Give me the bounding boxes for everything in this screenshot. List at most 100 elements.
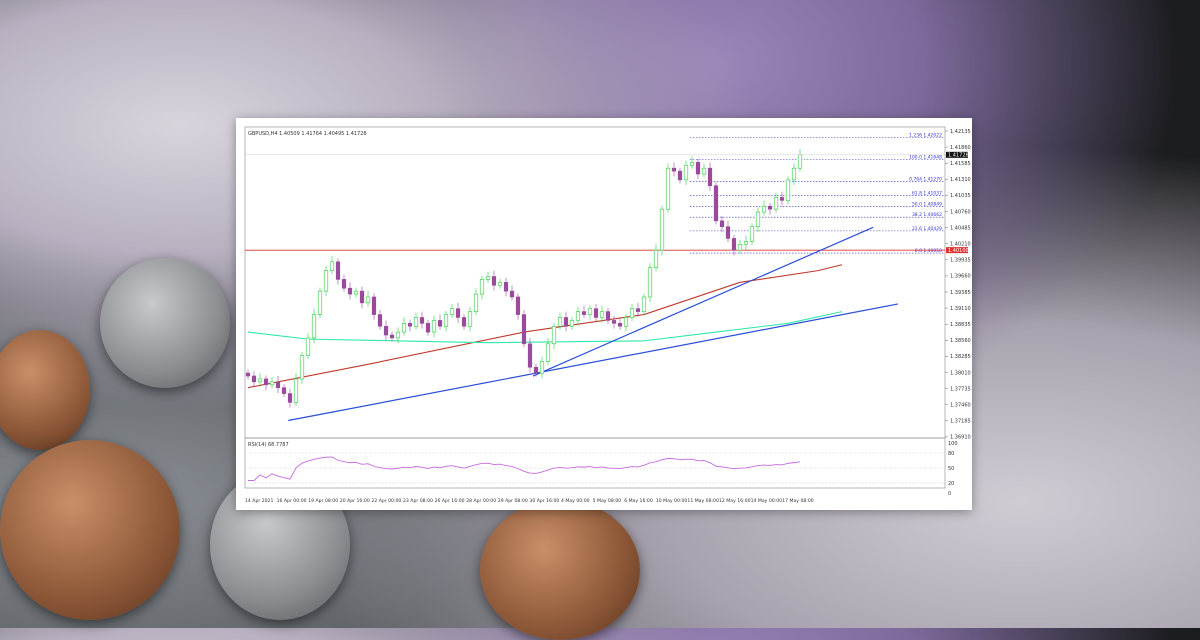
candle-body — [287, 393, 293, 403]
x-tick-label: 5 May 08:00 — [593, 498, 622, 504]
candle-body — [269, 381, 275, 386]
candle-body — [305, 337, 311, 356]
candle-body — [245, 372, 251, 377]
fib-level-label: 23.6 1.40429 — [912, 226, 942, 232]
candle-body — [275, 381, 281, 389]
candle-body — [695, 162, 701, 175]
fib-level-label: 61.8 1.41037 — [912, 190, 942, 196]
chart-header: GBPUSD,H4 1.40509 1.41764 1.40495 1.4172… — [248, 131, 367, 137]
candle-body — [263, 378, 269, 386]
y-tick-label: 1.40760 — [950, 209, 971, 215]
candle-body — [779, 197, 785, 201]
x-tick-label: 23 Apr 08:00 — [403, 498, 433, 504]
candle-body — [683, 164, 689, 181]
candle-body — [479, 279, 485, 295]
rsi-tick-label: 20 — [948, 481, 954, 487]
y-tick-label: 1.39660 — [950, 274, 971, 280]
y-tick-label: 1.42135 — [950, 129, 971, 135]
candle-body — [749, 226, 755, 242]
candle-body — [425, 323, 431, 333]
y-tick-label: 1.37460 — [950, 403, 971, 409]
y-tick-label: 1.38285 — [950, 354, 971, 360]
rsi-line — [248, 456, 801, 481]
candle-body — [461, 317, 467, 327]
candle-body — [761, 205, 767, 213]
candle-body — [713, 185, 719, 222]
candle-body — [533, 366, 539, 374]
candle-body — [347, 287, 353, 295]
candle-body — [767, 205, 773, 210]
candle-body — [755, 211, 761, 228]
candle-body — [329, 261, 335, 271]
candle-body — [521, 314, 527, 345]
current-price-label: 1.41728 — [948, 153, 969, 159]
candle-body — [623, 317, 629, 327]
x-tick-label: 14 Apr 2021 — [245, 498, 273, 504]
candle-body — [797, 154, 803, 169]
x-tick-label: 26 Apr 16:00 — [435, 498, 465, 504]
candle-body — [341, 279, 347, 289]
x-tick-label: 22 Apr 00:00 — [371, 498, 401, 504]
candle-body — [401, 323, 407, 333]
candle-body — [503, 282, 509, 292]
y-tick-label: 1.40210 — [950, 242, 971, 248]
rsi-tick-label: 50 — [948, 466, 954, 472]
candle-body — [743, 241, 749, 245]
candle-body — [575, 311, 581, 321]
fib-level-label: 1.236 1.42022 — [909, 133, 942, 139]
rsi-plot-frame — [244, 437, 946, 489]
candle-body — [647, 267, 653, 298]
candle-body — [653, 249, 659, 269]
candle-body — [431, 320, 437, 333]
candle-body — [299, 355, 305, 380]
candle-body — [251, 375, 257, 383]
candle-body — [659, 208, 665, 251]
x-tick-label: 16 Apr 00:00 — [277, 498, 307, 504]
moving-average-line — [247, 311, 843, 344]
background-coin — [480, 500, 640, 640]
fib-level-label: 50.0 1.40849 — [912, 201, 942, 207]
candle-body — [635, 308, 641, 312]
candle-body — [515, 296, 521, 315]
current-price-box — [946, 151, 968, 158]
rsi-label: RSI(14) 68.7787 — [248, 442, 289, 448]
trendline — [288, 303, 898, 422]
y-tick-label: 1.38010 — [950, 370, 971, 376]
y-tick-label: 1.41585 — [950, 161, 971, 167]
candle-body — [455, 308, 461, 318]
y-tick-label: 1.41035 — [950, 193, 971, 199]
candle-body — [551, 325, 557, 345]
candle-body — [257, 378, 263, 383]
candle-body — [359, 290, 365, 304]
x-tick-label: 30 Apr 16:00 — [529, 498, 559, 504]
x-tick-label: 10 May 00:00 — [656, 498, 688, 504]
candle-body — [701, 167, 707, 175]
candle-body — [737, 243, 743, 251]
candle-body — [293, 378, 299, 403]
candle-body — [563, 317, 569, 327]
candle-body — [407, 323, 413, 327]
candle-body — [491, 276, 497, 286]
candle-body — [593, 308, 599, 318]
y-tick-label: 1.39385 — [950, 290, 971, 296]
candle-body — [773, 197, 779, 210]
y-tick-label: 1.41310 — [950, 177, 971, 183]
candle-body — [473, 293, 479, 312]
x-tick-label: 19 Apr 08:00 — [308, 498, 338, 504]
candle-body — [509, 290, 515, 298]
candle-body — [389, 334, 395, 339]
candle-body — [725, 226, 731, 239]
candle-body — [311, 314, 317, 339]
candle-body — [707, 167, 713, 187]
fib-level-label: 0.764 1.41270 — [909, 177, 942, 183]
candle-body — [335, 261, 341, 280]
candle-body — [539, 361, 545, 374]
candle-body — [419, 317, 425, 324]
candle-body — [353, 290, 359, 295]
background-coin — [0, 330, 90, 450]
x-tick-label: 28 Apr 00:00 — [466, 498, 496, 504]
y-tick-label: 1.39935 — [950, 258, 971, 264]
candle-body — [527, 343, 533, 368]
candle-body — [557, 317, 563, 327]
x-tick-label: 17 May 08:00 — [782, 498, 814, 504]
